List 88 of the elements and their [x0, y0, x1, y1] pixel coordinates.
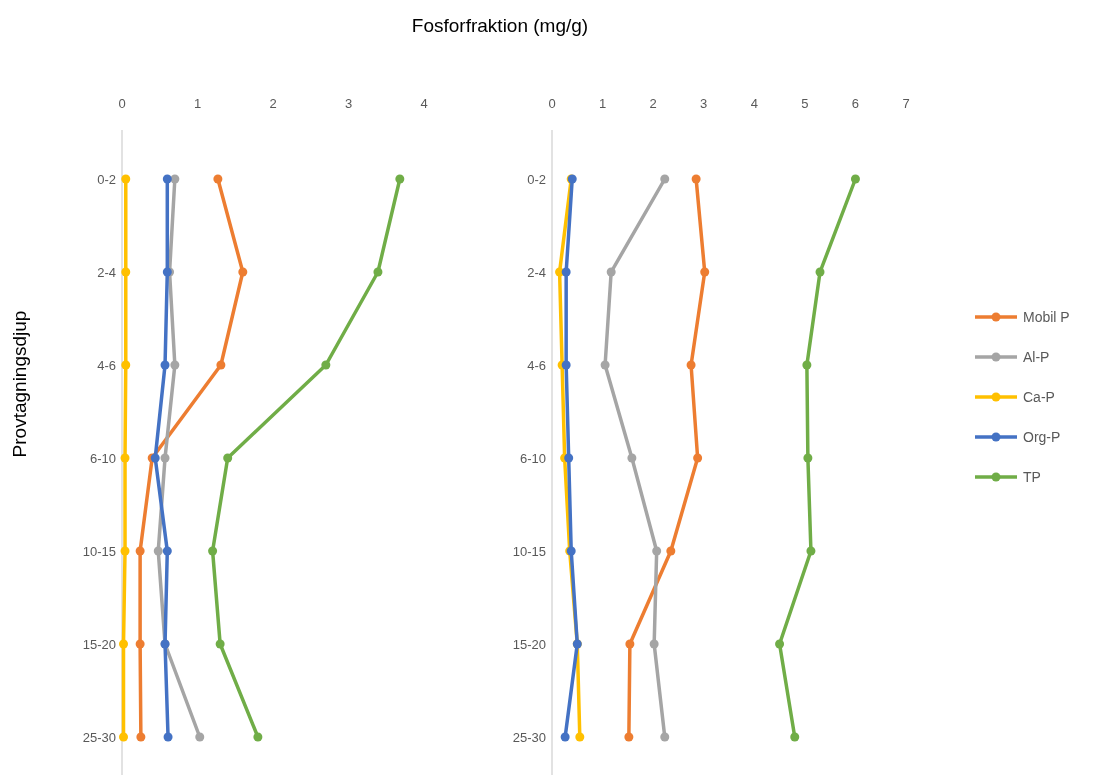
point — [119, 639, 129, 649]
y-tick-label: 0-2 — [527, 172, 546, 187]
x-tick-label: 2 — [269, 96, 277, 111]
point — [850, 174, 860, 184]
legend-label: Mobil P — [1023, 309, 1070, 325]
point — [373, 267, 383, 277]
point — [238, 267, 248, 277]
point — [135, 546, 145, 556]
y-tick-label: 4-6 — [527, 358, 546, 373]
point — [649, 639, 659, 649]
point — [136, 732, 146, 742]
point — [575, 732, 585, 742]
y-tick-label: 2-4 — [527, 265, 546, 280]
x-tick-label: 3 — [344, 96, 353, 111]
y-tick-label: 10-15 — [512, 544, 546, 559]
legend-label: TP — [1023, 469, 1041, 485]
point — [395, 174, 405, 184]
text: Fosforfraktion (mg/g) — [411, 15, 589, 36]
y-tick-label: 2-4 — [97, 265, 116, 280]
point — [170, 360, 180, 370]
x-tick-label: 1 — [193, 96, 202, 111]
y-tick-label: 25-30 — [82, 730, 116, 745]
point — [693, 453, 703, 463]
point — [121, 267, 131, 277]
point — [321, 360, 331, 370]
point — [160, 453, 170, 463]
x-tick-label: 4 — [750, 96, 758, 111]
point — [135, 639, 145, 649]
point — [790, 732, 800, 742]
point — [666, 546, 676, 556]
point — [627, 453, 637, 463]
point — [660, 732, 670, 742]
point — [160, 360, 170, 370]
y-tick-label: 10-15 — [82, 544, 116, 559]
x-tick-label: 0 — [548, 96, 556, 111]
point — [119, 732, 129, 742]
y-tick-label: 6-10 — [89, 451, 116, 466]
y-axis-title: Provtagningsdjup — [9, 310, 30, 458]
x-tick-label: 1 — [598, 96, 607, 111]
point — [253, 732, 263, 742]
point — [803, 453, 813, 463]
point — [625, 639, 635, 649]
point — [163, 732, 173, 742]
point — [216, 360, 226, 370]
x-tick-label: 0 — [118, 96, 126, 111]
y-tick-label: 6-10 — [519, 451, 546, 466]
point — [624, 732, 634, 742]
point — [560, 732, 570, 742]
point — [660, 174, 670, 184]
legend-label: Org-P — [1023, 429, 1061, 445]
point — [806, 546, 816, 556]
legend-label: Ca-P — [1023, 389, 1055, 405]
y-tick-label: 25-30 — [512, 730, 546, 745]
point — [652, 546, 662, 556]
y-tick-label: 4-6 — [97, 358, 116, 373]
x-tick-label: 5 — [801, 96, 809, 111]
point — [561, 267, 571, 277]
point — [153, 546, 163, 556]
x-tick-label: 7 — [902, 96, 910, 111]
point — [195, 732, 205, 742]
y-tick-label: 15-20 — [512, 637, 546, 652]
y-tick-label: 0-2 — [97, 172, 116, 187]
point — [215, 639, 225, 649]
point — [162, 174, 172, 184]
legend-label: Al-P — [1023, 349, 1050, 365]
point — [606, 267, 616, 277]
x-tick-label: 2 — [649, 96, 657, 111]
point — [815, 267, 825, 277]
x-tick-label: 4 — [420, 96, 428, 111]
point — [691, 174, 701, 184]
point — [802, 360, 812, 370]
point — [600, 360, 610, 370]
point — [213, 174, 223, 184]
x-tick-label: 3 — [700, 96, 708, 111]
y-tick-label: 15-20 — [82, 637, 116, 652]
point — [208, 546, 218, 556]
point — [120, 546, 130, 556]
point — [700, 267, 710, 277]
point — [686, 360, 696, 370]
point — [775, 639, 785, 649]
point — [223, 453, 233, 463]
x-tick-label: 6 — [851, 96, 860, 111]
point — [121, 360, 131, 370]
point — [162, 546, 172, 556]
point — [121, 174, 131, 184]
point — [120, 453, 130, 463]
point — [564, 453, 574, 463]
point — [561, 360, 571, 370]
